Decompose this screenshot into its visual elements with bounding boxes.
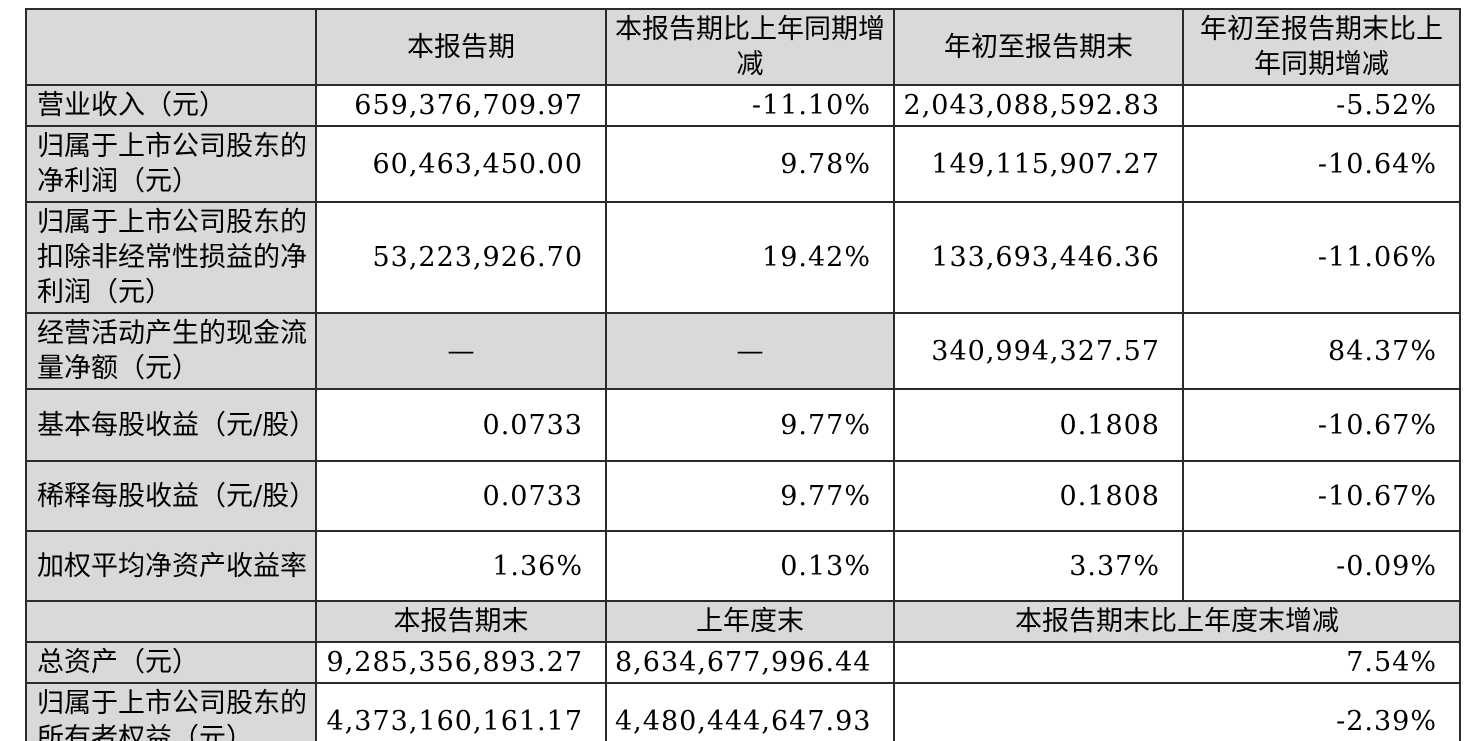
row-total-assets: 总资产（元） 9,285,356,893.27 8,634,677,996.44… <box>25 641 1461 684</box>
value-cell: 9.78% <box>605 125 895 203</box>
merged-value-cell: 7.54% <box>893 641 1461 684</box>
dash-cell: — <box>315 312 607 390</box>
column-header-yoy-change: 本报告期比上年同期增减 <box>605 8 895 86</box>
value-cell: 9.77% <box>605 388 895 462</box>
value-cell: 0.0733 <box>315 460 607 532</box>
row-net-profit-excl-nonrecurring: 归属于上市公司股东的扣除非经常性损益的净利润（元） 53,223,926.70 … <box>25 201 1461 314</box>
value-cell: 0.0733 <box>315 388 607 462</box>
row-basic-eps: 基本每股收益（元/股） 0.0733 9.77% 0.1808 -10.67% <box>25 388 1461 462</box>
value-cell: 3.37% <box>893 530 1184 602</box>
row-label: 基本每股收益（元/股） <box>25 388 317 462</box>
row-operating-cash-flow: 经营活动产生的现金流量净额（元） — — 340,994,327.57 84.3… <box>25 312 1461 390</box>
dash-cell: — <box>605 312 895 390</box>
column-header-blank <box>25 8 317 86</box>
financial-summary-table: 本报告期 本报告期比上年同期增减 年初至报告期末 年初至报告期末比上年同期增减 … <box>25 8 1461 741</box>
value-cell: -10.67% <box>1182 460 1461 532</box>
row-label: 归属于上市公司股东的所有者权益（元） <box>25 682 317 741</box>
column-header-ytd: 年初至报告期末 <box>893 8 1184 86</box>
header-row-period-end: 本报告期末 上年度末 本报告期末比上年度末增减 <box>25 600 1461 643</box>
value-cell: 2,043,088,592.83 <box>893 84 1184 127</box>
column-header-current-period: 本报告期 <box>315 8 607 86</box>
value-cell: 84.37% <box>1182 312 1461 390</box>
row-net-profit: 归属于上市公司股东的净利润（元） 60,463,450.00 9.78% 149… <box>25 125 1461 203</box>
row-label: 归属于上市公司股东的净利润（元） <box>25 125 317 203</box>
value-cell: 133,693,446.36 <box>893 201 1184 314</box>
row-label: 加权平均净资产收益率 <box>25 530 317 602</box>
value-cell: -0.09% <box>1182 530 1461 602</box>
row-revenue: 营业收入（元） 659,376,709.97 -11.10% 2,043,088… <box>25 84 1461 127</box>
value-cell: 60,463,450.00 <box>315 125 607 203</box>
row-label: 稀释每股收益（元/股） <box>25 460 317 532</box>
column-header-prior-year-end: 上年度末 <box>605 600 895 643</box>
column-header-ytd-yoy-change: 年初至报告期末比上年同期增减 <box>1182 8 1461 86</box>
row-diluted-eps: 稀释每股收益（元/股） 0.0733 9.77% 0.1808 -10.67% <box>25 460 1461 532</box>
value-cell: 0.1808 <box>893 388 1184 462</box>
value-cell: -11.06% <box>1182 201 1461 314</box>
column-header-current-period-end: 本报告期末 <box>315 600 607 643</box>
row-label: 总资产（元） <box>25 641 317 684</box>
row-label: 营业收入（元） <box>25 84 317 127</box>
value-cell: 4,373,160,161.17 <box>315 682 607 741</box>
column-header-blank <box>25 600 317 643</box>
value-cell: -11.10% <box>605 84 895 127</box>
row-label: 归属于上市公司股东的扣除非经常性损益的净利润（元） <box>25 201 317 314</box>
value-cell: 8,634,677,996.44 <box>605 641 895 684</box>
column-header-period-end-change: 本报告期末比上年度末增减 <box>893 600 1461 643</box>
value-cell: -10.64% <box>1182 125 1461 203</box>
value-cell: 4,480,444,647.93 <box>605 682 895 741</box>
value-cell: 340,994,327.57 <box>893 312 1184 390</box>
value-cell: 149,115,907.27 <box>893 125 1184 203</box>
value-cell: 0.1808 <box>893 460 1184 532</box>
value-cell: 9.77% <box>605 460 895 532</box>
header-row-period: 本报告期 本报告期比上年同期增减 年初至报告期末 年初至报告期末比上年同期增减 <box>25 8 1461 86</box>
row-owners-equity: 归属于上市公司股东的所有者权益（元） 4,373,160,161.17 4,48… <box>25 682 1461 741</box>
value-cell: -10.67% <box>1182 388 1461 462</box>
merged-value-cell: -2.39% <box>893 682 1461 741</box>
row-label: 经营活动产生的现金流量净额（元） <box>25 312 317 390</box>
value-cell: 9,285,356,893.27 <box>315 641 607 684</box>
value-cell: 0.13% <box>605 530 895 602</box>
value-cell: -5.52% <box>1182 84 1461 127</box>
value-cell: 659,376,709.97 <box>315 84 607 127</box>
value-cell: 19.42% <box>605 201 895 314</box>
row-weighted-avg-roe: 加权平均净资产收益率 1.36% 0.13% 3.37% -0.09% <box>25 530 1461 602</box>
value-cell: 53,223,926.70 <box>315 201 607 314</box>
value-cell: 1.36% <box>315 530 607 602</box>
